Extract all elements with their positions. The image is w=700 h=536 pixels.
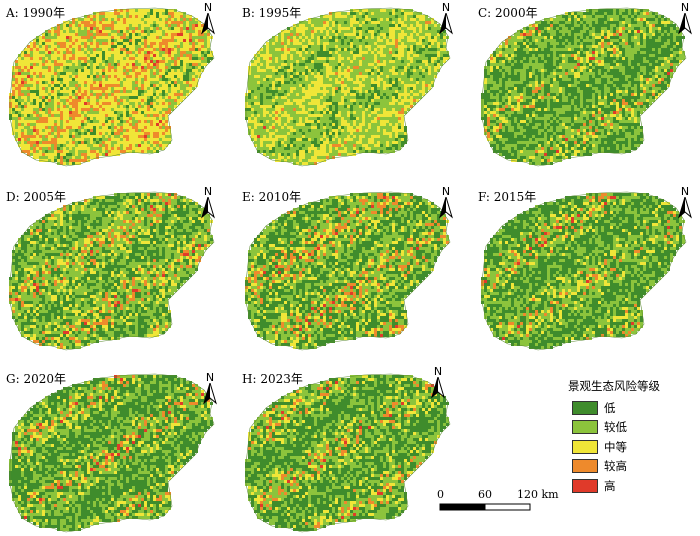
scale-tick-120: 120 km [517, 488, 559, 501]
legend-item-low: 低 [568, 398, 698, 418]
north-arrow-icon: N [202, 372, 218, 406]
legend-swatch [572, 400, 598, 415]
north-arrow-icon: N [430, 366, 446, 400]
risk-map-2023 [245, 373, 451, 533]
legend-item-higher: 较高 [568, 457, 698, 477]
legend-item-high: 高 [568, 476, 698, 496]
legend-swatch [572, 478, 598, 493]
risk-map-2010 [245, 191, 451, 351]
scale-bar-graphic [439, 503, 531, 511]
legend-label: 低 [604, 400, 616, 416]
risk-map-2005 [9, 191, 215, 351]
panel-label-2015: F: 2015年 [478, 188, 536, 205]
map-panel-2010: E: 2010年 N [236, 184, 464, 354]
north-arrow-icon: N [200, 186, 216, 220]
legend-item-lower: 较低 [568, 418, 698, 438]
panel-label-1990: A: 1990年 [6, 4, 65, 21]
panel-label-2005: D: 2005年 [6, 188, 66, 205]
panel-label-2023: H: 2023年 [242, 370, 303, 387]
north-arrow-icon: N [438, 2, 454, 36]
risk-map-2020 [9, 373, 215, 533]
north-arrow-icon: N [438, 186, 454, 220]
legend-label: 较高 [604, 458, 627, 474]
north-arrow-icon: N [200, 2, 216, 36]
map-panel-2015: F: 2015年 N [472, 184, 700, 354]
map-panel-1990: A: 1990年 N [0, 0, 228, 170]
legend-label: 中等 [604, 439, 627, 455]
panel-label-2010: E: 2010年 [242, 188, 301, 205]
scale-bar: 0 60 120 km [430, 488, 580, 518]
map-panel-2023: H: 2023年 N [236, 366, 464, 536]
legend-swatch [572, 459, 598, 474]
north-arrow-icon: N [677, 186, 693, 220]
legend-label: 较低 [604, 419, 627, 435]
risk-map-2015 [481, 191, 687, 351]
legend: 景观生态风险等级 低 较低 中等 较高 高 [568, 378, 698, 496]
risk-map-1995 [245, 7, 451, 167]
legend-swatch [572, 420, 598, 435]
legend-swatch [572, 439, 598, 454]
map-panel-2020: G: 2020年 N [0, 366, 228, 536]
legend-title: 景观生态风险等级 [568, 378, 698, 394]
legend-item-medium: 中等 [568, 437, 698, 457]
panel-label-1995: B: 1995年 [242, 4, 301, 21]
map-panel-2000: C: 2000年 N [472, 0, 700, 170]
risk-map-1990 [9, 7, 215, 167]
north-arrow-icon: N [677, 2, 693, 36]
map-panel-2005: D: 2005年 N [0, 184, 228, 354]
panel-label-2000: C: 2000年 [478, 4, 538, 21]
panel-label-2020: G: 2020年 [6, 370, 66, 387]
legend-label: 高 [604, 478, 616, 494]
risk-map-2000 [481, 7, 687, 167]
map-panel-1995: B: 1995年 N [236, 0, 464, 170]
scale-tick-60: 60 [478, 488, 492, 501]
scale-tick-0: 0 [437, 488, 444, 501]
